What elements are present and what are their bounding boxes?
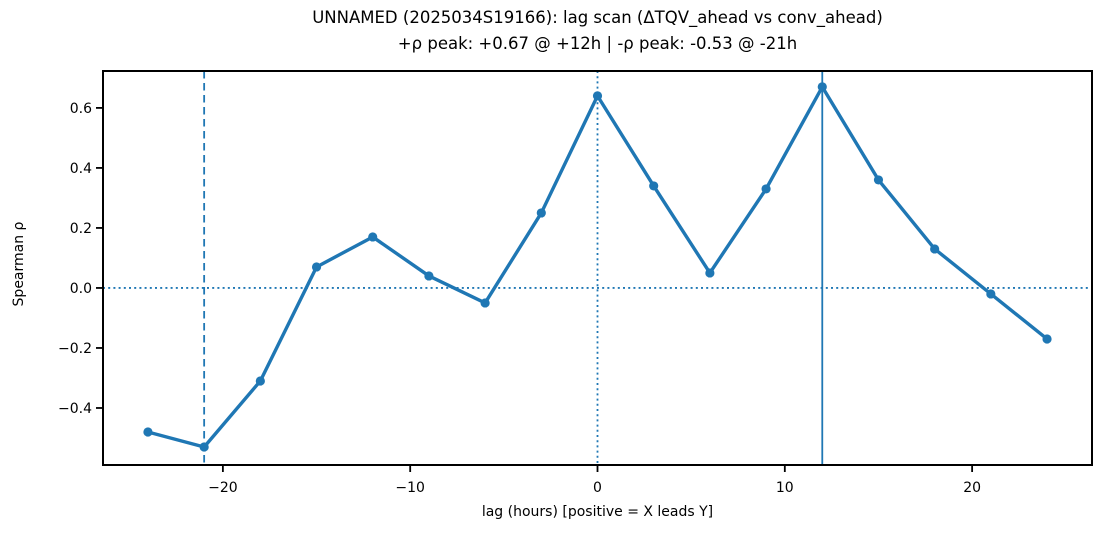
- data-point: [986, 289, 996, 299]
- data-point: [761, 184, 771, 194]
- data-point: [255, 376, 265, 386]
- x-tick-label: 0: [593, 480, 602, 496]
- data-point: [930, 244, 940, 254]
- series-line-spearman-rho-vs-lag: [146, 85, 1049, 449]
- x-tick-label: −20: [208, 480, 238, 496]
- x-axis-label: lag (hours) [positive = X leads Y]: [481, 504, 714, 520]
- data-point: [311, 262, 322, 272]
- y-axis-label: Spearman ρ: [11, 221, 27, 307]
- data-point: [143, 427, 153, 437]
- data-point: [649, 181, 659, 191]
- chart-subtitle: +ρ peak: +0.67 @ +12h | -ρ peak: -0.53 @…: [397, 34, 798, 53]
- data-point: [817, 82, 827, 92]
- x-tick-label: 10: [776, 480, 794, 496]
- x-tick-label: 20: [963, 480, 981, 496]
- y-tick-label: 0.2: [70, 221, 92, 237]
- data-point: [1042, 334, 1052, 344]
- y-tick-label: 0.4: [70, 161, 92, 177]
- data-point: [592, 91, 603, 101]
- chart-title: UNNAMED (2025034S19166): lag scan (ΔTQV_…: [312, 8, 883, 27]
- data-point: [368, 232, 378, 242]
- y-tick-label: −0.2: [58, 341, 92, 357]
- data-point: [536, 208, 546, 218]
- y-tick-label: 0.6: [70, 101, 92, 117]
- y-tick-label: −0.4: [58, 401, 92, 417]
- data-point: [873, 175, 884, 185]
- data-point: [424, 271, 434, 281]
- x-tick-label: −10: [395, 480, 425, 496]
- data-point: [480, 298, 490, 308]
- chart-title-block: UNNAMED (2025034S19166): lag scan (ΔTQV_…: [103, 5, 1092, 57]
- data-point: [199, 442, 209, 452]
- data-point: [705, 268, 715, 278]
- y-tick-label: 0.0: [70, 281, 92, 297]
